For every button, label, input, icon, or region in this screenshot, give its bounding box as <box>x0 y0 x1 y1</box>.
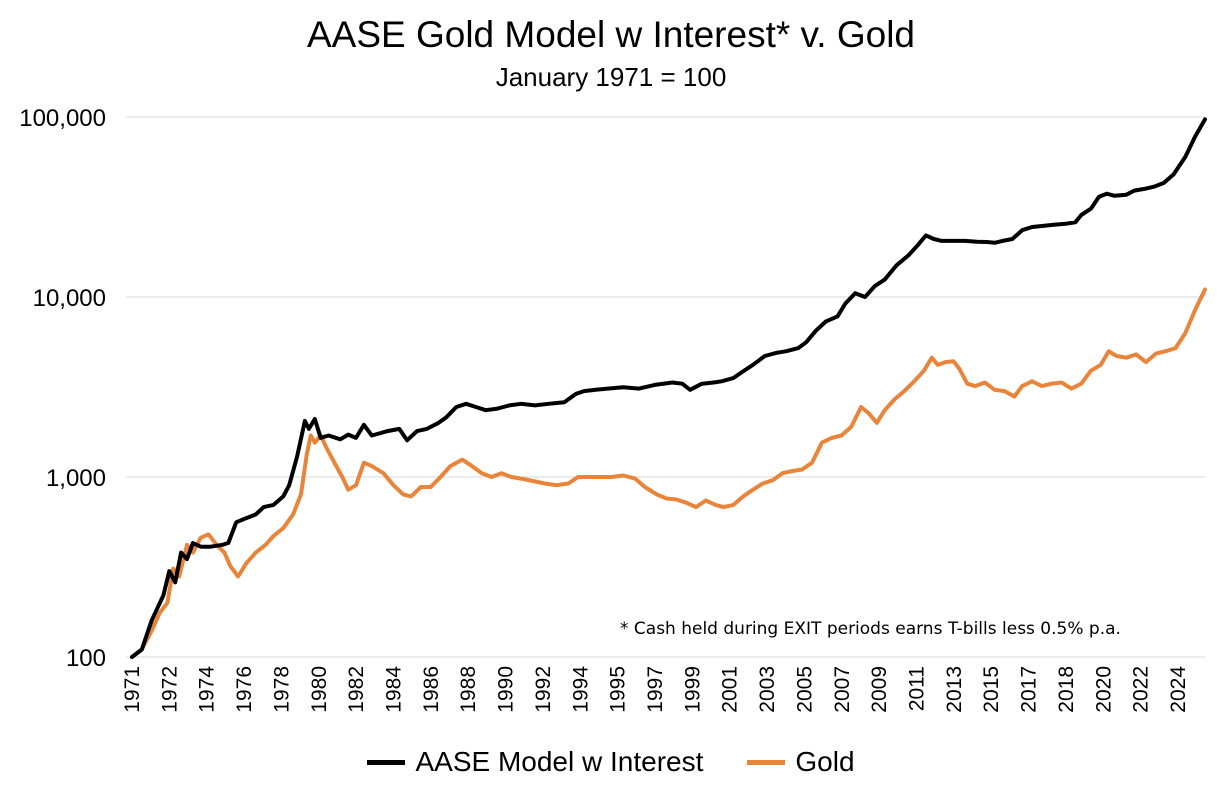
legend-swatch-model <box>367 759 406 765</box>
series-line-gold <box>130 287 1207 659</box>
x-tick-label: 1971 <box>121 666 144 713</box>
y-tick-label: 100,000 <box>19 105 106 132</box>
legend-label-model: AASE Model w Interest <box>415 746 704 777</box>
series-lines <box>130 117 1207 659</box>
x-tick-label: 1999 <box>681 666 704 713</box>
x-tick-label: 2017 <box>1018 666 1041 713</box>
x-tick-label: 2003 <box>756 666 779 713</box>
x-tick-label: 1988 <box>457 666 480 713</box>
x-tick-label: 1982 <box>345 666 368 713</box>
chart-annotation: * Cash held during EXIT periods earns T-… <box>620 619 1121 639</box>
x-tick-label: 1986 <box>420 666 443 713</box>
x-tick-label: 2022 <box>1130 666 1153 713</box>
x-tick-label: 2024 <box>1167 666 1190 713</box>
x-tick-label: 2001 <box>719 666 742 713</box>
y-tick-label: 100 <box>66 645 106 672</box>
x-tick-label: 1976 <box>233 666 256 713</box>
x-tick-label: 2020 <box>1092 666 1115 713</box>
chart-subtitle: January 1971 = 100 <box>495 62 727 92</box>
x-tick-label: 1995 <box>607 666 630 713</box>
series-line-model <box>130 117 1207 659</box>
legend: AASE Model w Interest Gold <box>0 746 1222 778</box>
x-tick-label: 1990 <box>495 666 518 713</box>
legend-label-gold: Gold <box>795 746 855 777</box>
x-tick-label: 2018 <box>1055 666 1078 713</box>
x-tick-label: 2015 <box>980 666 1003 713</box>
y-tick-label: 1,000 <box>46 465 106 492</box>
x-tick-label: 2007 <box>831 666 854 713</box>
x-tick-label: 2013 <box>943 666 966 713</box>
y-tick-label: 10,000 <box>33 285 106 312</box>
x-axis: 1971 1972 1974 1976 1978 1980 1982 1984 1986 1988… <box>121 656 1205 713</box>
x-tick-label: 2005 <box>793 666 816 713</box>
x-tick-label: 1980 <box>308 666 331 713</box>
legend-item-model: AASE Model w Interest <box>367 746 703 778</box>
x-tick-label: 2011 <box>906 666 929 711</box>
legend-item-gold: Gold <box>747 746 855 778</box>
chart-title: AASE Gold Model w Interest* v. Gold <box>306 14 916 55</box>
x-tick-label: 2009 <box>868 666 891 713</box>
x-tick-label: 1997 <box>644 666 667 713</box>
x-tick-label: 1978 <box>270 666 293 713</box>
y-axis-tick-labels: 100 1,000 10,000 100,000 <box>19 105 106 672</box>
x-tick-label: 1984 <box>383 666 406 713</box>
legend-swatch-gold <box>747 759 786 765</box>
x-tick-label: 1974 <box>196 666 219 713</box>
x-tick-label: 1994 <box>569 666 592 713</box>
x-tick-label: 1972 <box>158 666 181 713</box>
x-tick-label: 1992 <box>532 666 555 713</box>
